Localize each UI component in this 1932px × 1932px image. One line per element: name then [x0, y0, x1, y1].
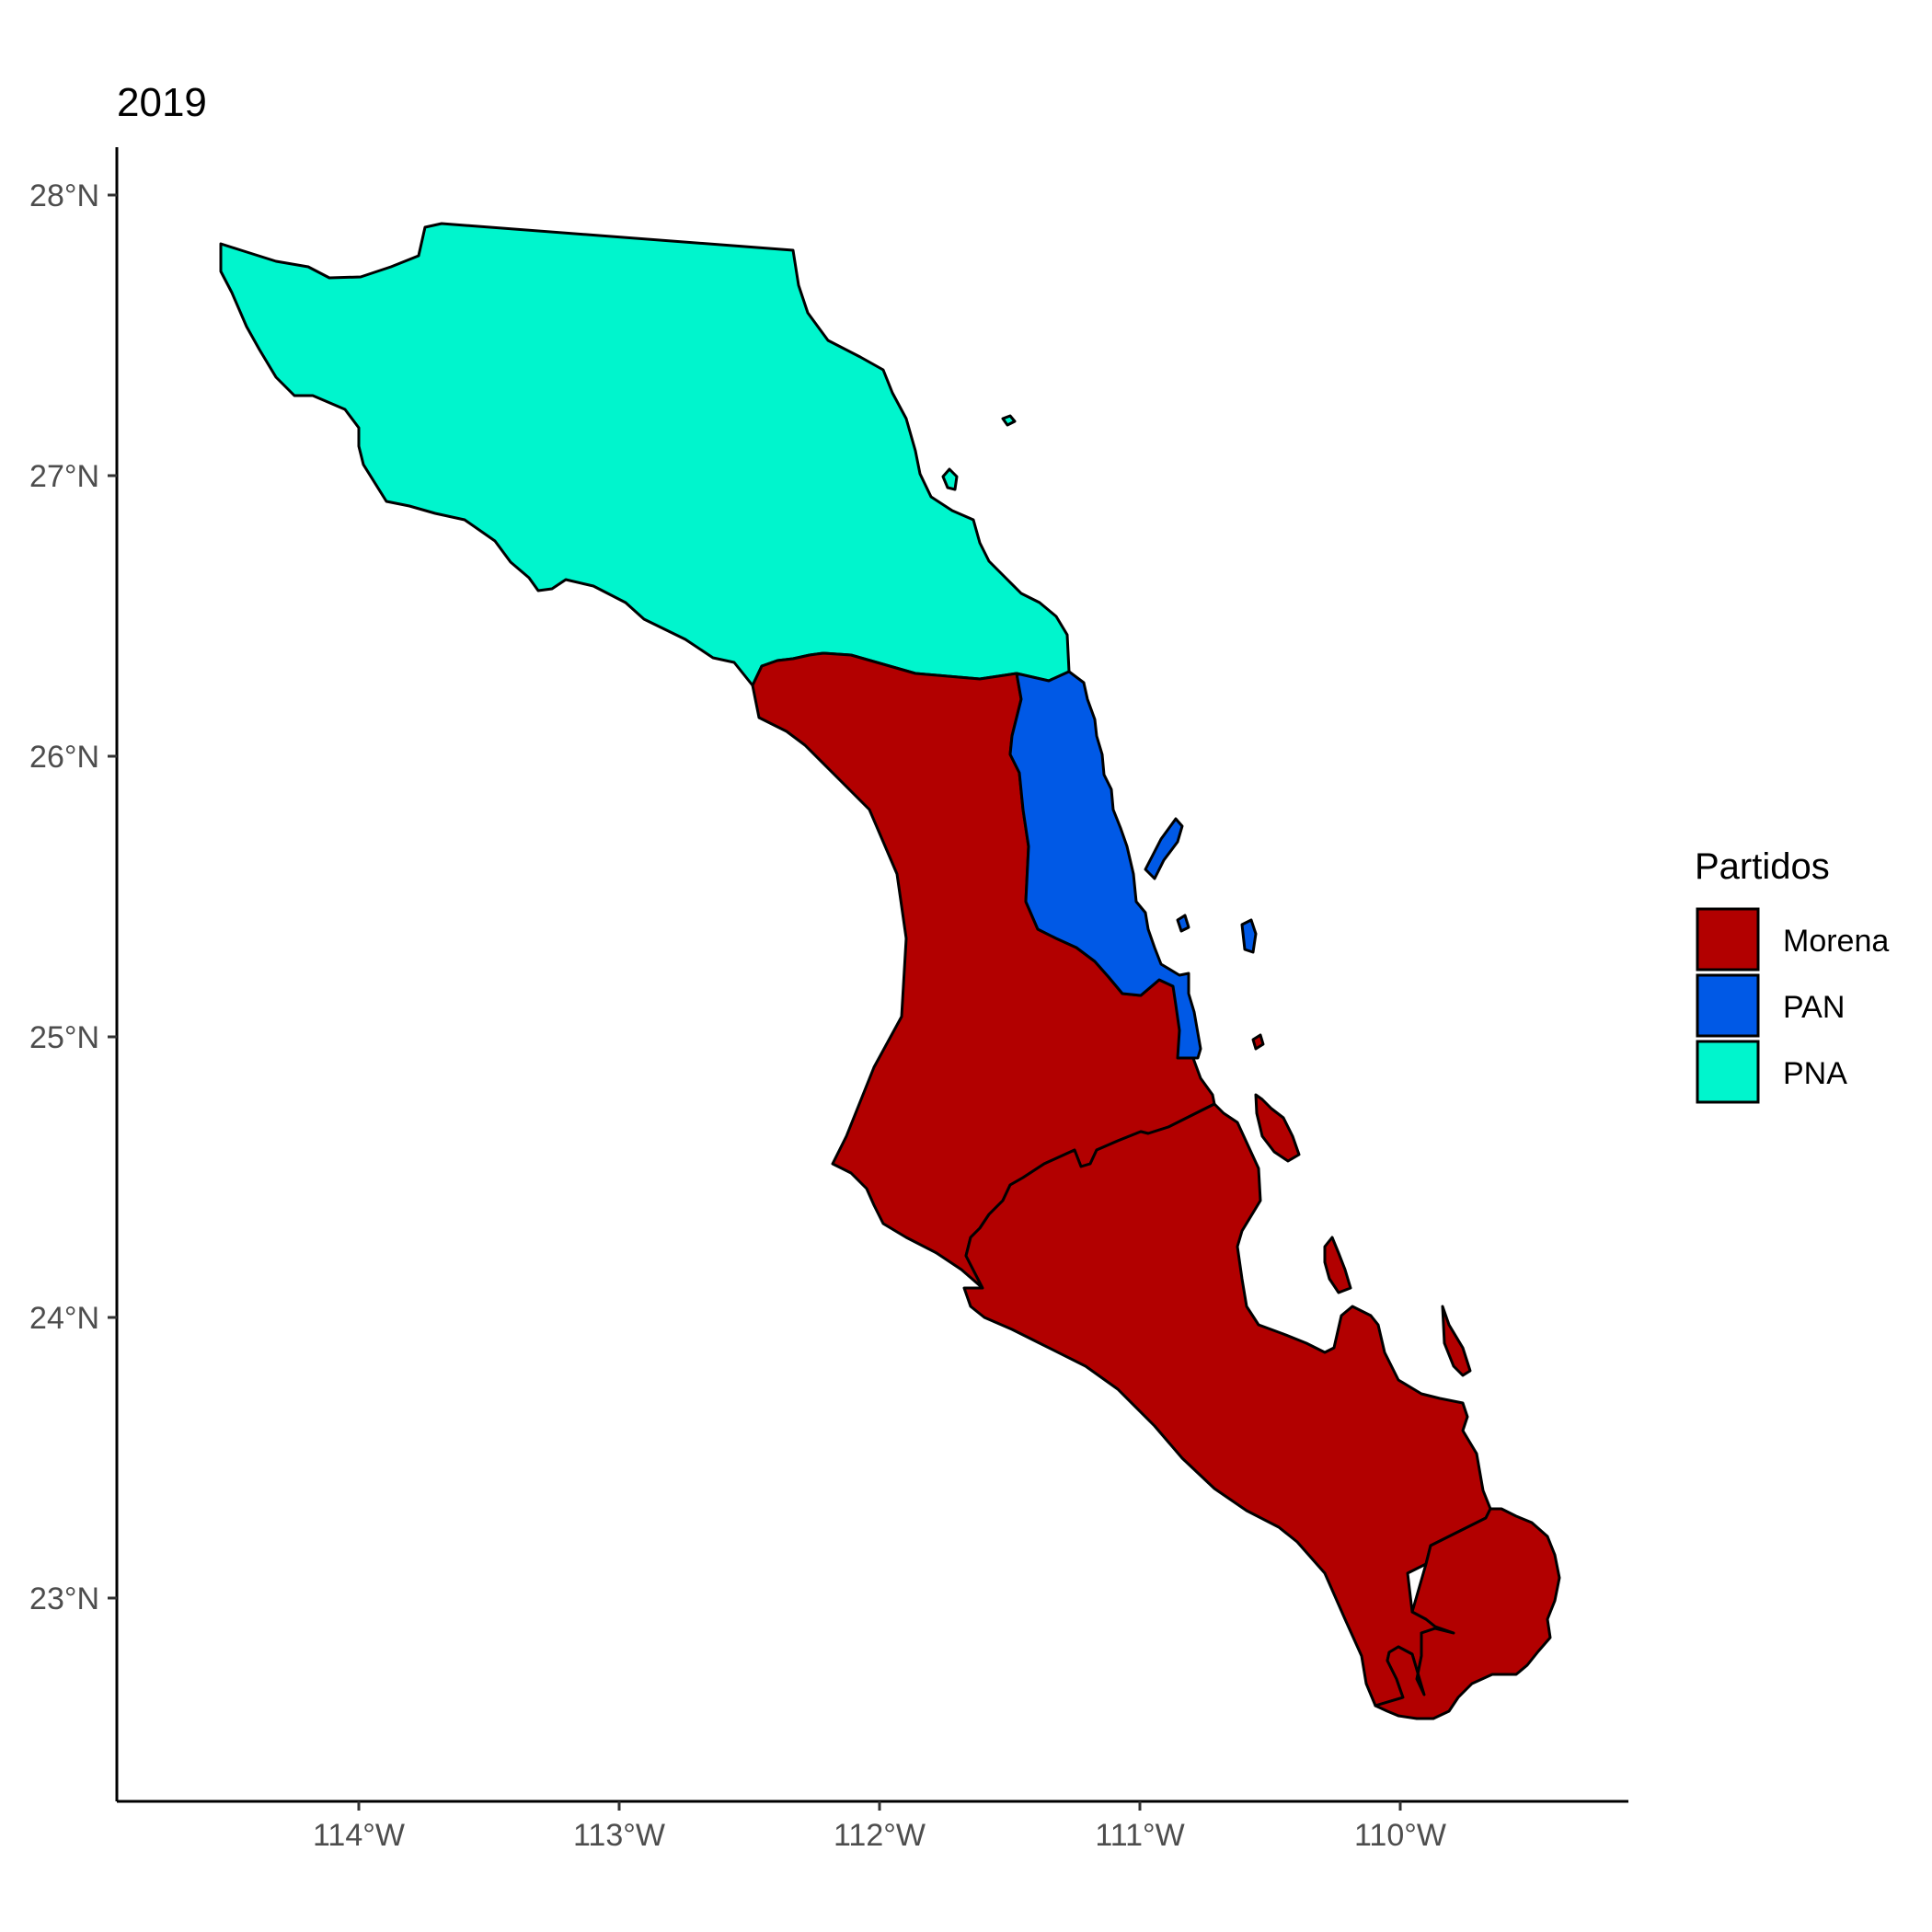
legend-title: Partidos [1695, 846, 1830, 887]
island-pan-3 [1240, 918, 1258, 954]
legend-key-morena [1696, 907, 1760, 972]
legend: Partidos Morena PAN PNA [1695, 846, 1889, 1104]
island-morena-4 [1441, 1305, 1472, 1377]
island-morena-2 [1254, 1093, 1301, 1163]
x-tick-label: 114°W [313, 1818, 405, 1853]
legend-key-pan [1696, 973, 1760, 1038]
x-tick-label: 111°W [1095, 1818, 1184, 1853]
region-mulege[interactable] [219, 222, 1071, 687]
island-morena-1 [1251, 1033, 1265, 1051]
y-tick-label: 26°N [29, 740, 99, 775]
island-pan-1 [1144, 817, 1184, 880]
map-title: 2019 [117, 80, 207, 125]
y-tick-label: 28°N [29, 178, 99, 213]
regions [219, 222, 1561, 1720]
island-pna-1 [1001, 414, 1017, 427]
island-morena-3 [1323, 1236, 1352, 1294]
legend-label-pan: PAN [1783, 990, 1845, 1025]
region-la-paz[interactable] [962, 1102, 1492, 1708]
x-tick-label: 112°W [834, 1818, 926, 1853]
island-pan-2 [1176, 914, 1190, 933]
y-tick-label: 23°N [29, 1581, 99, 1616]
y-tick-label: 24°N [29, 1301, 99, 1336]
y-tick-label: 25°N [29, 1020, 99, 1055]
x-tick-label: 113°W [573, 1818, 665, 1853]
region-loreto[interactable] [1008, 670, 1202, 1060]
x-axis: 114°W 113°W 112°W 111°W 110°W [313, 1801, 1446, 1853]
y-tick-label: 27°N [29, 459, 99, 494]
region-los-cabos[interactable] [1374, 1507, 1561, 1720]
legend-key-pna [1696, 1040, 1760, 1104]
legend-label-pna: PNA [1783, 1056, 1847, 1091]
legend-label-morena: Morena [1783, 924, 1889, 959]
island-pna-2 [941, 467, 959, 491]
y-axis: 28°N 27°N 26°N 25°N 24°N 23°N [29, 178, 117, 1616]
x-tick-label: 110°W [1354, 1818, 1446, 1853]
